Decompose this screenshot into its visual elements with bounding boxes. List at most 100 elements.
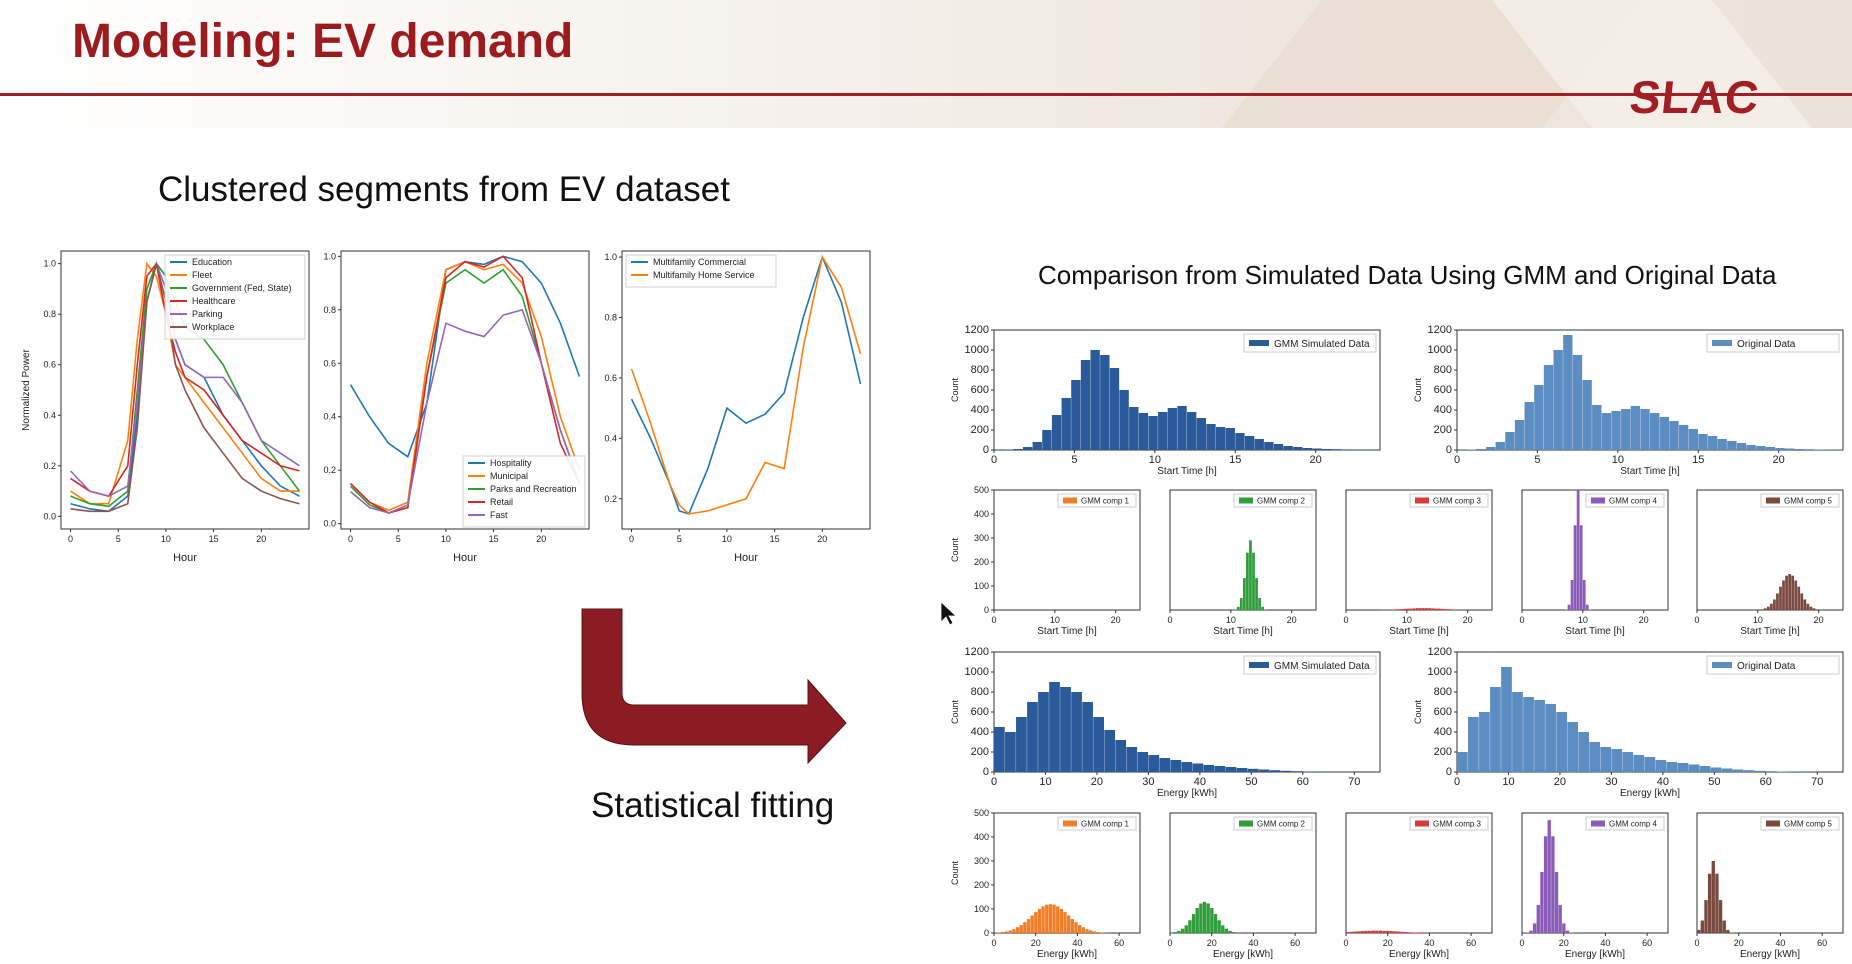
legend-swatch [1591, 497, 1605, 504]
histogram-bar [1215, 427, 1226, 450]
y-tick-label: 0.4 [604, 433, 617, 443]
y-tick-label: 0.2 [604, 494, 617, 504]
histogram-bar [1570, 580, 1574, 610]
x-tick-label: 40 [1424, 938, 1434, 948]
y-tick-label: 0.0 [323, 519, 336, 529]
histogram-bar [1059, 909, 1064, 933]
histogram-bar [1217, 920, 1221, 933]
x-tick-label: 15 [1229, 454, 1241, 466]
legend-entry: Original Data [1737, 339, 1796, 350]
histogram-bar [1677, 763, 1689, 772]
histogram-bar [1576, 490, 1580, 610]
x-tick-label: 5 [396, 534, 401, 544]
histogram-bar [1782, 580, 1785, 610]
histogram-bar [1232, 932, 1236, 933]
x-axis-label: Start Time [h] [1389, 626, 1449, 637]
chart-frame [993, 489, 1141, 611]
histogram-bar [1100, 355, 1110, 450]
x-tick-label: 0 [1343, 615, 1348, 625]
histogram-bar [1659, 417, 1669, 450]
histogram-bar [1247, 768, 1259, 772]
histogram-bar [1386, 930, 1390, 933]
slide-header [0, 0, 1852, 128]
histogram-bar [1074, 922, 1078, 933]
histogram-bar [1071, 380, 1081, 450]
x-tick-label: 20 [1773, 454, 1785, 466]
histogram-bar [1049, 682, 1060, 772]
histogram-bar [1814, 449, 1824, 450]
histogram-bar [1067, 915, 1071, 933]
y-tick-label: 500 [974, 485, 989, 495]
histogram-bar [1070, 919, 1074, 933]
histogram-bar [1707, 436, 1718, 450]
legend-entry: GMM Simulated Data [1274, 339, 1370, 350]
x-tick-label: 10 [1226, 615, 1236, 625]
histogram-bar [1283, 446, 1293, 450]
histogram-bar [1202, 901, 1207, 933]
y-tick-label: 100 [974, 904, 989, 914]
y-tick-label: 200 [974, 557, 989, 567]
histogram-bar [1180, 928, 1185, 933]
histogram-bar [1038, 692, 1049, 772]
legend-swatch [1063, 497, 1077, 504]
histogram-bar [1630, 406, 1641, 450]
histogram-bar [1468, 717, 1479, 772]
y-tick-label: 500 [974, 808, 989, 818]
histogram-bar [1360, 931, 1364, 933]
histogram-bar [1085, 929, 1089, 933]
histogram-bar [1082, 702, 1093, 772]
y-tick-label: 0.6 [43, 360, 56, 370]
histogram-bar [1791, 575, 1795, 610]
x-tick-label: 60 [1642, 938, 1652, 948]
histogram-bar [1016, 717, 1027, 772]
legend-entry: Education [192, 257, 232, 267]
histogram-bar [1364, 930, 1368, 933]
x-axis-label: Start Time [h] [1740, 626, 1800, 637]
x-tick-label: 20 [1734, 938, 1744, 948]
legend-box [1409, 816, 1489, 831]
histogram-bar [1184, 925, 1188, 933]
legend-box [625, 254, 777, 288]
x-tick-label: 0 [991, 615, 996, 625]
histogram-bar [1052, 904, 1056, 933]
x-tick-label: 20 [1463, 615, 1473, 625]
histogram-bar [1093, 717, 1104, 772]
histogram-bar [1061, 398, 1071, 450]
histogram-bar [1746, 445, 1756, 450]
histogram-bar [1704, 900, 1708, 933]
histogram-bar [1717, 439, 1727, 450]
histogram-bar [1669, 421, 1679, 450]
histogram-bar [1756, 446, 1766, 450]
legend-entry: GMM comp 4 [1609, 497, 1658, 506]
x-tick-label: 60 [1114, 938, 1124, 948]
histogram-bar [1397, 931, 1401, 933]
y-axis-label: Count [950, 861, 960, 886]
legend-swatch [1063, 820, 1077, 827]
histogram-bar [1457, 752, 1468, 772]
histogram-bar [1206, 424, 1216, 450]
histogram-bar [1258, 598, 1261, 610]
histogram-bar [1779, 586, 1782, 610]
histogram-bar [1726, 929, 1730, 933]
x-tick-label: 50 [1245, 776, 1257, 788]
histogram-bar [1214, 766, 1226, 772]
histogram-bar [1037, 909, 1042, 933]
histogram-bar [1191, 914, 1196, 933]
y-tick-label: 200 [971, 746, 989, 758]
legend-entry: GMM comp 5 [1784, 820, 1833, 829]
x-tick-label: 10 [1578, 615, 1588, 625]
histogram-bar [1431, 608, 1434, 610]
y-tick-label: 200 [1434, 746, 1452, 758]
x-axis-label: Start Time [h] [1157, 466, 1217, 477]
histogram-bar [1650, 413, 1660, 450]
y-tick-label: 400 [974, 832, 989, 842]
x-tick-label: 10 [1050, 615, 1060, 625]
x-axis-label: Start Time [h] [1037, 626, 1097, 637]
x-tick-label: 0 [1343, 938, 1348, 948]
histogram-bar [1812, 608, 1816, 610]
chart-frame [1169, 812, 1317, 934]
x-tick-label: 0 [348, 534, 353, 544]
histogram-bar [1188, 920, 1192, 933]
histogram-bar [1501, 667, 1512, 772]
histogram-bar [1529, 930, 1533, 933]
